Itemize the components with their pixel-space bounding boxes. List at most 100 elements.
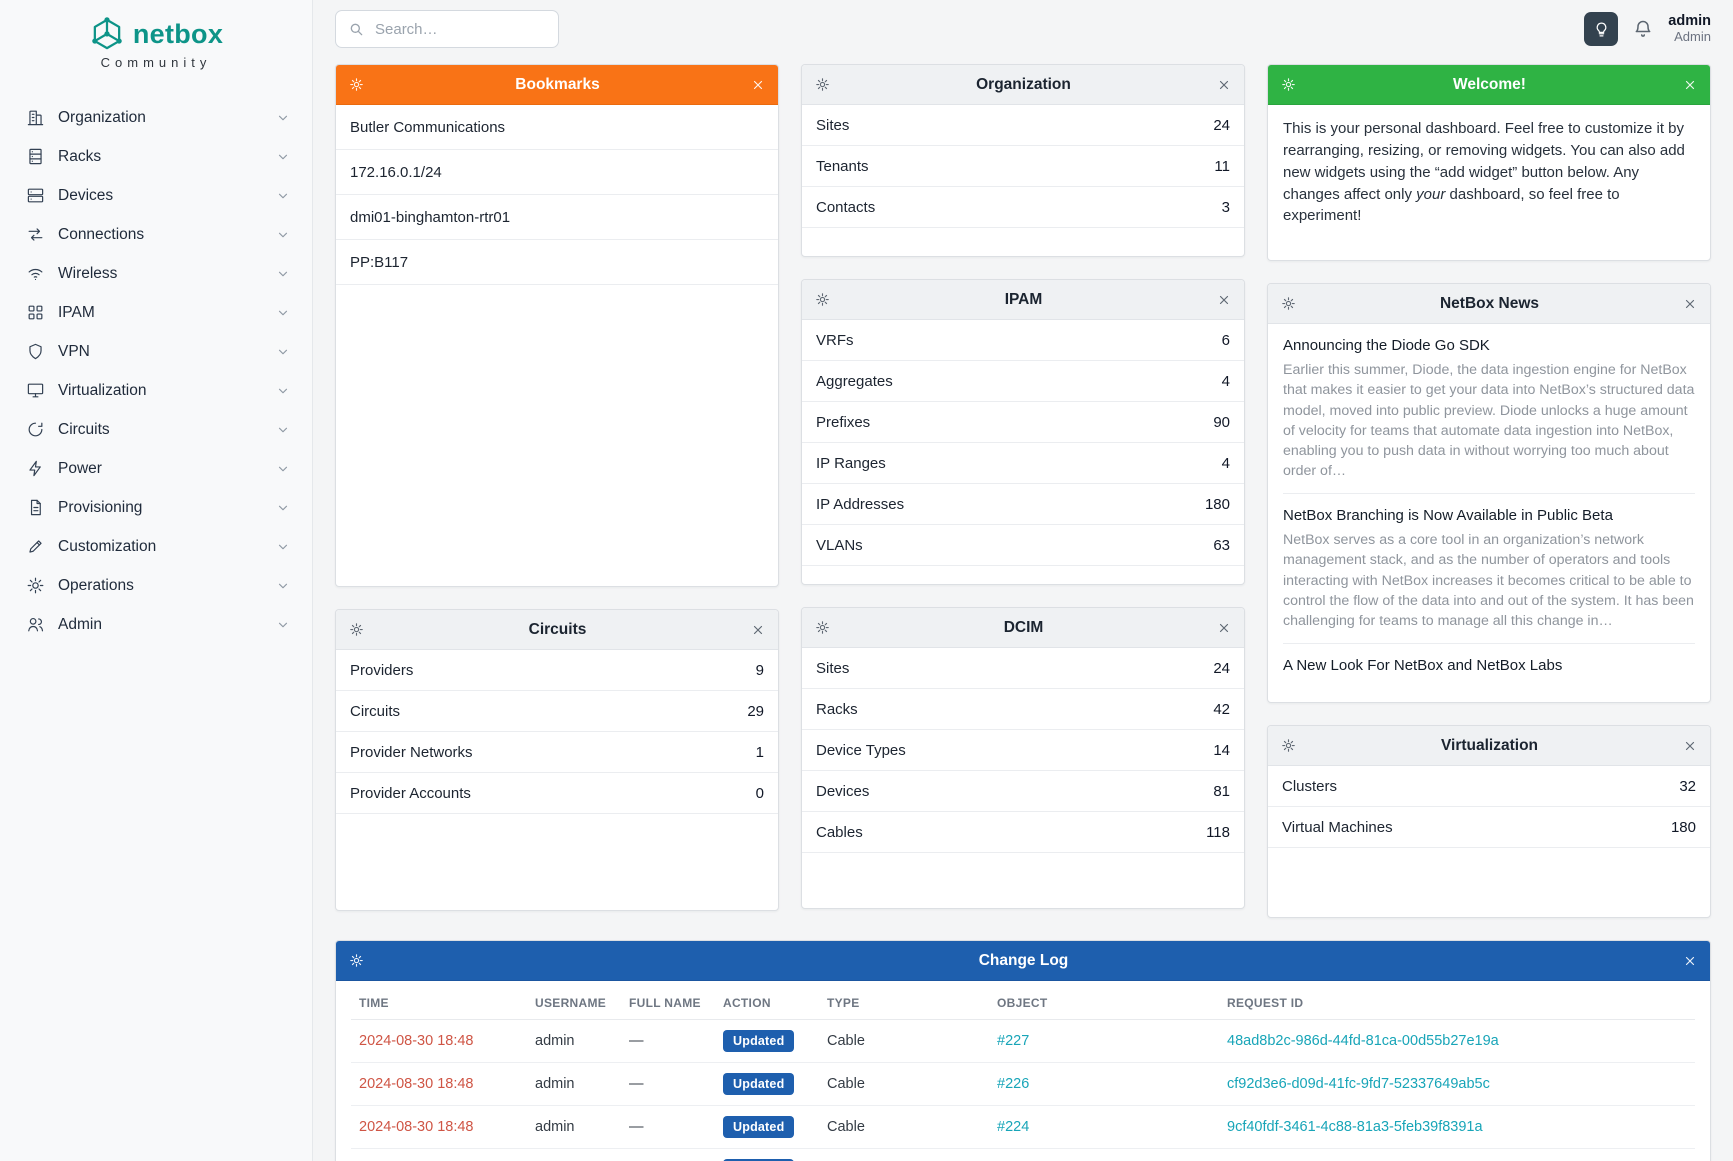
stat-row[interactable]: Device Types 14 (802, 730, 1244, 772)
sidebar-item-connections[interactable]: Connections (0, 215, 312, 254)
stat-value: 42 (1213, 700, 1230, 718)
close-icon[interactable] (1217, 621, 1231, 635)
request-id-link[interactable]: cf92d3e6-d09d-41fc-9fd7-52337649ab5c (1227, 1076, 1490, 1093)
close-icon[interactable] (1683, 297, 1697, 311)
stat-row[interactable]: Devices 81 (802, 771, 1244, 813)
sidebar-item-power[interactable]: Power (0, 449, 312, 488)
gear-icon[interactable] (1281, 296, 1296, 311)
sidebar-item-organization[interactable]: Organization (0, 98, 312, 137)
change-time-link[interactable]: 2024-08-30 18:48 (359, 1119, 474, 1136)
gear-icon[interactable] (349, 622, 364, 637)
stat-value: 0 (755, 784, 764, 802)
bookmark-link[interactable]: Butler Communications (336, 105, 778, 151)
sidebar-item-circuits[interactable]: Circuits (0, 410, 312, 449)
stat-row[interactable]: Clusters 32 (1268, 766, 1710, 808)
stat-row[interactable]: Contacts 3 (802, 187, 1244, 229)
sidebar-item-provisioning[interactable]: Provisioning (0, 488, 312, 527)
close-icon[interactable] (1217, 293, 1231, 307)
cell-object: #224 (989, 1105, 1219, 1150)
stat-row[interactable]: VLANs 63 (802, 525, 1244, 567)
change-time-link[interactable]: 2024-08-30 18:48 (359, 1076, 474, 1093)
stat-row[interactable]: Aggregates 4 (802, 361, 1244, 403)
stat-row[interactable]: Sites 24 (802, 648, 1244, 690)
stat-row[interactable]: Virtual Machines 180 (1268, 807, 1710, 849)
gear-icon[interactable] (349, 77, 364, 92)
news-article-link[interactable]: A New Look For NetBox and NetBox Labs (1283, 657, 1563, 675)
dashboard: Bookmarks Butler Communications 172.16.0… (313, 58, 1733, 1161)
netbox-logo-icon (89, 16, 125, 52)
chevron-down-icon (276, 618, 290, 632)
gear-icon[interactable] (1281, 738, 1296, 753)
widget-dcim: DCIM Sites 24 Racks 42 Device Types 14 Devi… (801, 607, 1245, 910)
stat-row[interactable]: Provider Accounts 0 (336, 773, 778, 815)
stat-row[interactable]: Prefixes 90 (802, 402, 1244, 444)
widget-welcome: Welcome! This is your personal dashboard… (1267, 64, 1711, 262)
widget-organization: Organization Sites 24 Tenants 11 Contacts 3 (801, 64, 1245, 258)
notifications-button[interactable] (1633, 19, 1653, 39)
stat-label: Contacts (816, 198, 876, 216)
search-input[interactable] (373, 19, 546, 39)
sidebar-item-ipam[interactable]: IPAM (0, 293, 312, 332)
widget-header: NetBox News (1268, 284, 1710, 325)
stat-row[interactable]: Sites 24 (802, 105, 1244, 147)
rack-icon (26, 147, 45, 166)
theme-toggle-button[interactable] (1584, 12, 1619, 47)
cell-time: 2024-08-30 18:48 (351, 1062, 527, 1107)
sidebar-item-operations[interactable]: Operations (0, 566, 312, 605)
close-icon[interactable] (1683, 739, 1697, 753)
bookmark-link[interactable]: dmi01-binghamton-rtr01 (336, 195, 778, 241)
stat-row[interactable]: Provider Networks 1 (336, 732, 778, 774)
close-icon[interactable] (1683, 78, 1697, 92)
sidebar-item-customization[interactable]: Customization (0, 527, 312, 566)
close-icon[interactable] (1217, 78, 1231, 92)
change-time-link[interactable]: 2024-08-30 18:48 (359, 1033, 474, 1050)
gear-icon[interactable] (1281, 77, 1296, 92)
widget-title: Welcome! (1453, 75, 1526, 93)
request-id-link[interactable]: 9cf40fdf-3461-4c88-81a3-5feb39f8391a (1227, 1119, 1483, 1136)
action-badge: Updated (723, 1116, 795, 1139)
sidebar-item-virtualization[interactable]: Virtualization (0, 371, 312, 410)
close-icon[interactable] (751, 623, 765, 637)
sidebar-item-devices[interactable]: Devices (0, 176, 312, 215)
table-header-row: TIME USERNAME FULL NAME ACTION TYPE OBJE… (351, 983, 1695, 1021)
gear-icon[interactable] (815, 620, 830, 635)
stat-row[interactable]: IP Addresses 180 (802, 484, 1244, 526)
sidebar-item-admin[interactable]: Admin (0, 605, 312, 644)
bookmark-link[interactable]: 172.16.0.1/24 (336, 150, 778, 196)
stat-row[interactable]: VRFs 6 (802, 320, 1244, 362)
widget-ipam: IPAM VRFs 6 Aggregates 4 Prefixes 90 IP Ran… (801, 279, 1245, 586)
stat-row[interactable]: Tenants 11 (802, 146, 1244, 188)
user-menu[interactable]: admin Admin (1668, 13, 1711, 45)
sidebar-menu: Organization Racks Devices (0, 98, 312, 644)
widget-netbox-news: NetBox News Announcing the Diode Go SDK … (1267, 283, 1711, 704)
stat-value: 90 (1213, 413, 1230, 431)
close-icon[interactable] (1683, 954, 1697, 968)
bookmark-link[interactable]: PP:B117 (336, 240, 778, 286)
stat-row[interactable]: Providers 9 (336, 650, 778, 692)
home-link[interactable]: netbox (0, 16, 312, 52)
sidebar-item-wireless[interactable]: Wireless (0, 254, 312, 293)
stat-row[interactable]: Circuits 29 (336, 691, 778, 733)
object-link[interactable]: #224 (997, 1119, 1030, 1136)
stat-label: Aggregates (816, 372, 893, 390)
news-article: A New Look For NetBox and NetBox Labs (1283, 644, 1695, 686)
stat-row[interactable]: Racks 42 (802, 689, 1244, 731)
brand-name: netbox (132, 18, 224, 49)
gear-icon[interactable] (815, 292, 830, 307)
object-link[interactable]: #227 (997, 1033, 1030, 1050)
request-id-link[interactable]: 48ad8b2c-986d-44fd-81ca-00d55b27e19a (1227, 1033, 1499, 1050)
stat-row[interactable]: Cables 118 (802, 812, 1244, 854)
stat-row[interactable]: IP Ranges 4 (802, 443, 1244, 485)
object-link[interactable]: #226 (997, 1076, 1030, 1093)
sidebar-item-label: Operations (58, 576, 134, 594)
sidebar-item-vpn[interactable]: VPN (0, 332, 312, 371)
sidebar-item-racks[interactable]: Racks (0, 137, 312, 176)
close-icon[interactable] (751, 78, 765, 92)
gear-icon[interactable] (349, 953, 364, 968)
cell-username: admin (527, 1105, 621, 1150)
gear-icon[interactable] (815, 77, 830, 92)
chevron-down-icon (276, 189, 290, 203)
chevron-down-icon (276, 384, 290, 398)
news-article-link[interactable]: Announcing the Diode Go SDK (1283, 337, 1490, 355)
news-article-link[interactable]: NetBox Branching is Now Available in Pub… (1283, 507, 1613, 525)
